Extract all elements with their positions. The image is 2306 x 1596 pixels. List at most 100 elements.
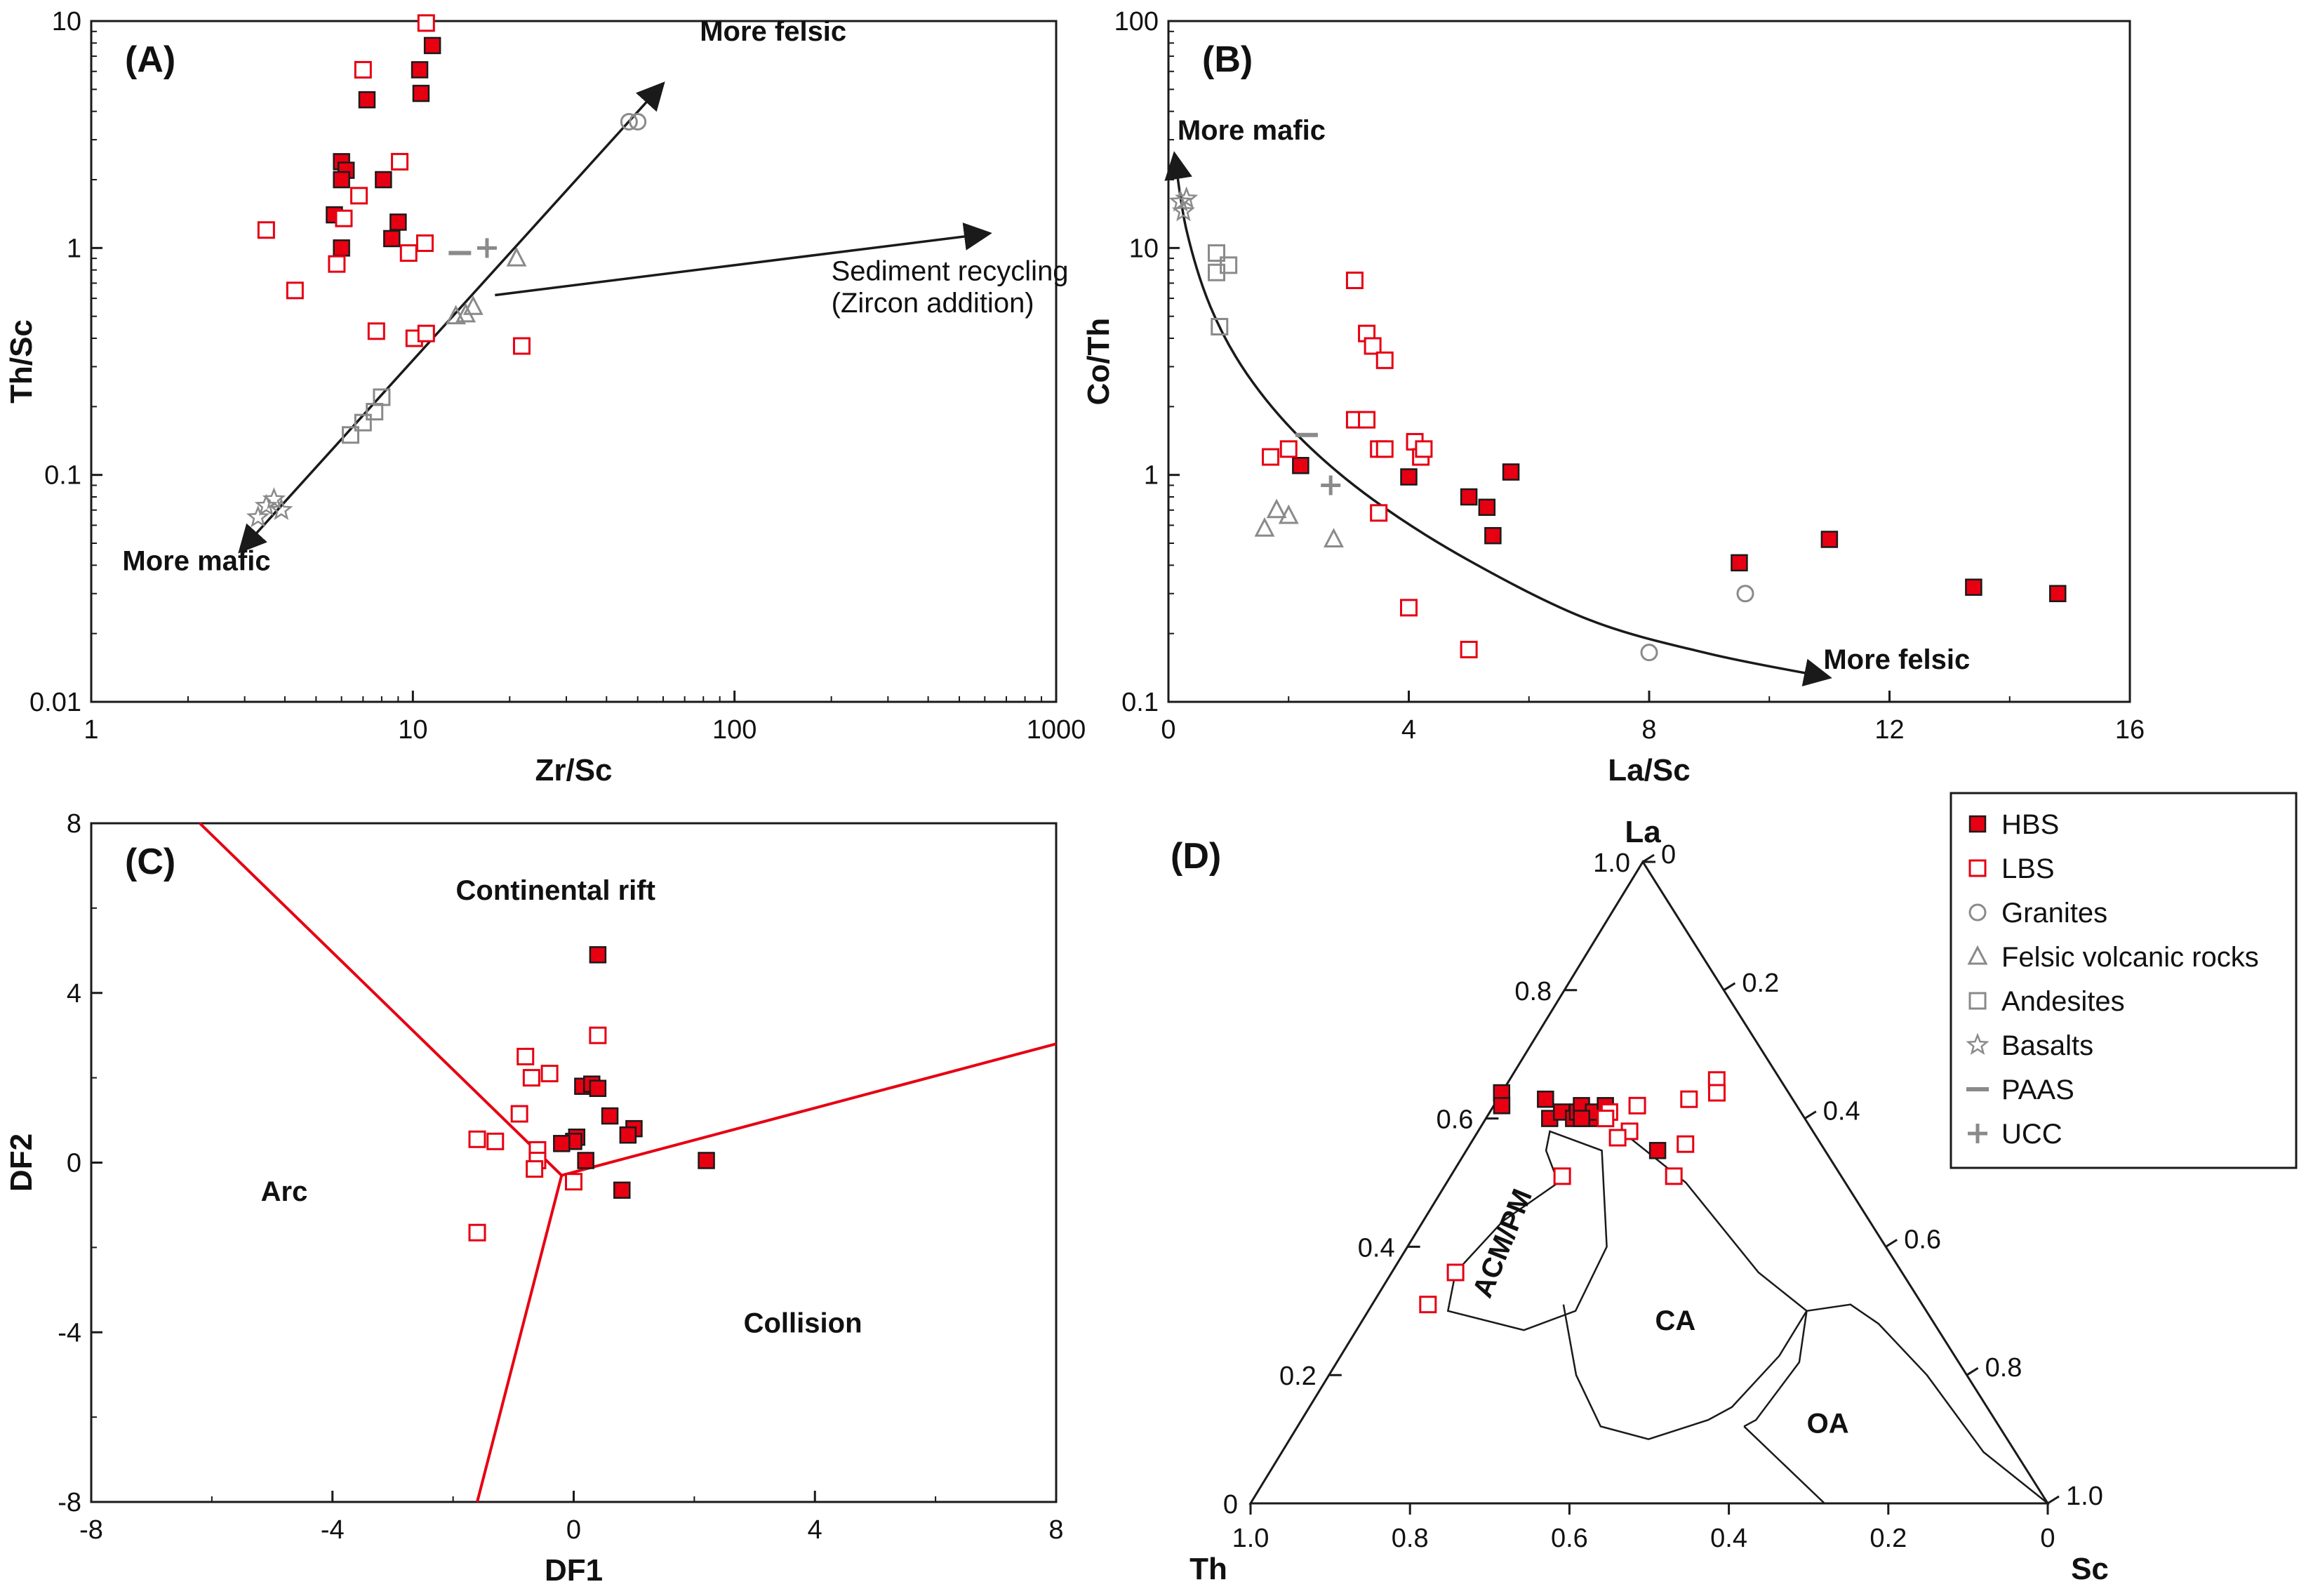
y-axis-title: Th/Sc xyxy=(4,319,39,404)
y-tick-label: 0.1 xyxy=(44,461,81,491)
bottom-tick-label: 1.0 xyxy=(1232,1524,1269,1553)
point-lbs xyxy=(367,322,385,340)
point-hbs xyxy=(1731,554,1748,572)
y-tick-label: 10 xyxy=(1129,234,1159,263)
point-lbs xyxy=(468,1223,486,1242)
series-andesites xyxy=(341,388,391,444)
point-lbs xyxy=(1665,1167,1683,1185)
point-lbs xyxy=(391,152,409,171)
point-lbs xyxy=(1345,271,1364,289)
x-tick-label: 4 xyxy=(1401,715,1416,745)
field-boundary-acm-pm xyxy=(1446,1130,1608,1331)
annotation: Sediment recycling xyxy=(832,255,1069,286)
point-lbs xyxy=(1419,1296,1437,1314)
point-hbs xyxy=(333,239,350,257)
point-lbs xyxy=(1460,640,1478,658)
legend-label: PAAS xyxy=(2001,1075,2074,1105)
point-lbs xyxy=(1415,440,1433,458)
series-lbs xyxy=(1262,271,1478,658)
point-lbs xyxy=(522,1069,540,1087)
legend-frame xyxy=(1950,792,2298,1169)
panel-label: (A) xyxy=(125,39,175,80)
field-label: Arc xyxy=(261,1176,308,1207)
left-tick-label: 0.2 xyxy=(1279,1362,1317,1391)
annotation: More felsic xyxy=(700,16,846,47)
point-hbs xyxy=(1573,1110,1590,1127)
point-lbs xyxy=(1608,1129,1627,1147)
point-lbs xyxy=(335,209,353,227)
x-axis-title: La/Sc xyxy=(1608,753,1690,787)
series-hbs xyxy=(1292,457,2067,602)
x-tick-label: 0 xyxy=(1161,715,1175,745)
point-hbs xyxy=(1820,531,1839,548)
right-tick-mark xyxy=(1642,853,1655,863)
right-tick-mark xyxy=(1885,1239,1898,1248)
right-tick-label: 0 xyxy=(1661,840,1676,870)
legend-item: LBS xyxy=(1968,853,2055,884)
legend-label: Andesites xyxy=(2001,986,2125,1017)
point-andesites xyxy=(341,426,359,444)
point-lbs xyxy=(1446,1263,1465,1282)
plot-frame xyxy=(90,822,1058,1503)
point-felsic-volcanic-rocks xyxy=(506,246,527,267)
point-lbs xyxy=(486,1132,505,1150)
plot-frame xyxy=(90,20,1058,703)
x-tick-label: 8 xyxy=(1641,715,1656,745)
point-andesites xyxy=(1211,317,1229,335)
y-tick-label: 0.1 xyxy=(1121,688,1159,717)
legend-label: Granites xyxy=(2001,898,2107,929)
point-felsic-volcanic-rocks xyxy=(1323,528,1344,547)
field-boundary-ca-oa xyxy=(1743,1310,1808,1428)
legend-marker xyxy=(1968,992,1987,1010)
point-hbs xyxy=(698,1152,715,1169)
point-lbs xyxy=(1375,440,1394,458)
point-lbs xyxy=(1358,411,1376,429)
point-lbs xyxy=(589,1026,607,1044)
point-lbs xyxy=(1364,337,1382,355)
point-hbs xyxy=(619,1126,637,1144)
left-tick-label: 0.8 xyxy=(1514,977,1552,1006)
point-lbs xyxy=(1628,1096,1646,1115)
legend-marker xyxy=(1966,1032,1990,1056)
point-lbs xyxy=(257,221,275,239)
y-axis-title: DF2 xyxy=(4,1133,39,1192)
bottom-tick-label: 0.2 xyxy=(1870,1524,1907,1553)
legend-item: Andesites xyxy=(1968,986,2125,1017)
series-hbs xyxy=(1493,1084,1667,1159)
legend-label: Felsic volcanic rocks xyxy=(2001,942,2259,973)
point-hbs xyxy=(1648,1142,1667,1159)
bottom-tick-label: 0.6 xyxy=(1551,1524,1588,1553)
panel-label: (D) xyxy=(1171,836,1221,877)
point-hbs xyxy=(1292,457,1309,474)
point-hbs xyxy=(1502,463,1520,481)
point-lbs xyxy=(1680,1090,1698,1108)
y-tick-label: -8 xyxy=(58,1488,81,1517)
point-hbs xyxy=(1460,488,1478,506)
point-lbs xyxy=(1262,448,1280,466)
y-tick-label: 10 xyxy=(52,7,81,36)
point-hbs xyxy=(2049,585,2067,602)
y-axis-title: Co/Th xyxy=(1081,318,1116,406)
point-hbs xyxy=(333,171,350,189)
y-tick-label: -4 xyxy=(58,1318,81,1348)
boundary-rift-collision xyxy=(561,1042,1057,1177)
point-lbs xyxy=(1370,504,1388,522)
point-lbs xyxy=(526,1160,544,1178)
apex-label-left: Th xyxy=(1189,1552,1227,1586)
point-felsic-volcanic-rocks xyxy=(1278,504,1299,524)
point-hbs xyxy=(358,91,376,109)
panel-1: 0 4 8 12 16 0.1 1 10 100 La/Sc Co/Th (B) More mafic M… xyxy=(1081,7,2145,787)
point-basalts xyxy=(246,505,270,528)
legend: HBS LBS Granites Felsic volcanic rocks Andes… xyxy=(1950,792,2298,1169)
point-basalts xyxy=(1171,199,1196,222)
legend-item: Basalts xyxy=(1966,1030,2093,1061)
series-andesites xyxy=(1208,244,1238,335)
series-ucc xyxy=(476,238,497,258)
series-basalts xyxy=(246,487,293,528)
series-granites xyxy=(1640,585,1754,662)
point-felsic-volcanic-rocks xyxy=(1254,517,1275,537)
field-label: Collision xyxy=(744,1308,862,1338)
right-tick-label: 0.2 xyxy=(1742,969,1779,998)
series-ucc xyxy=(1321,475,1341,496)
